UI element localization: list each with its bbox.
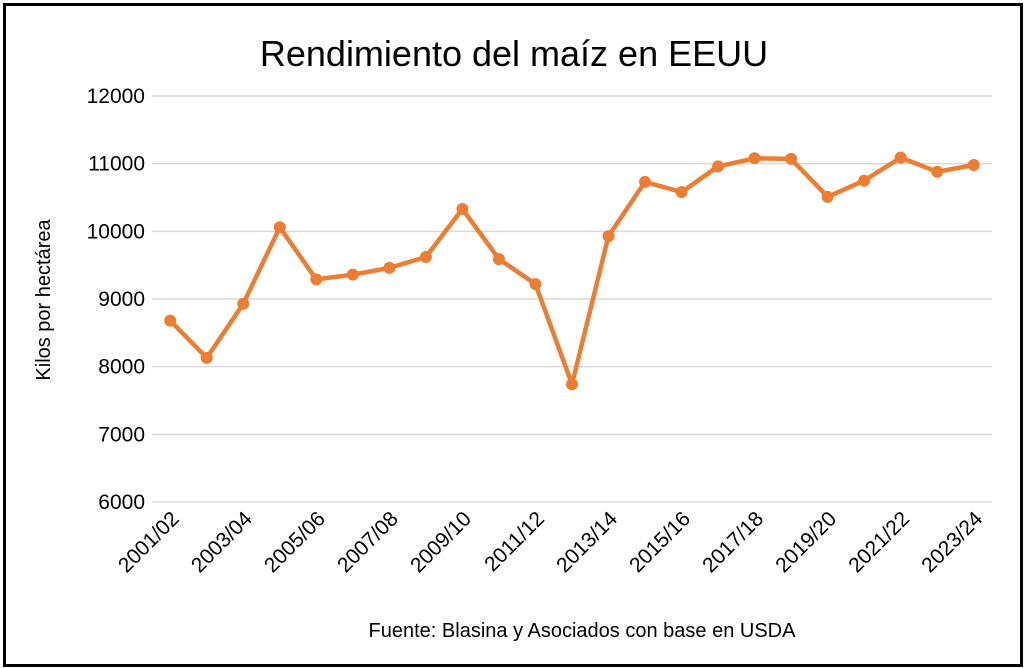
x-tick-label: 2003/04 [187,507,257,577]
x-tick-label: 2015/16 [625,507,695,577]
data-point [346,268,359,281]
source-note: Fuente: Blasina y Asociados con base en … [369,620,797,642]
data-point [164,314,177,327]
chart-title: Rendimiento del maíz en EEUU [260,33,768,74]
y-tick-label: 9000 [98,288,145,311]
x-tick-label: 2021/22 [844,507,914,577]
x-tick-label: 2007/08 [333,507,403,577]
x-tick-label: 2023/24 [917,507,987,577]
y-tick-label: 10000 [87,220,145,243]
data-point [675,186,688,199]
data-point [821,190,834,203]
y-tick-label: 6000 [98,491,145,514]
data-point [785,152,798,165]
y-axis-ticks: 6000 7000 8000 9000 10000 11000 12000 [87,85,145,514]
x-tick-label: 2017/18 [698,507,768,577]
data-point [273,221,286,234]
data-point [566,378,578,391]
data-point [602,230,615,243]
data-point [967,159,980,172]
x-tick-label: 2013/14 [552,507,622,577]
data-point [639,175,652,188]
x-axis-ticks: 2001/02 2003/04 2005/06 2007/08 2009/10 2011/… [114,507,988,577]
chart-frame [3,3,1023,667]
data-point [383,261,396,274]
data-point [529,278,542,291]
data-point [310,273,323,286]
gridlines [152,95,992,503]
data-point [931,165,944,178]
y-tick-label: 7000 [98,423,145,446]
x-tick-label: 2011/12 [480,507,549,576]
data-point [712,160,725,173]
data-point [419,251,432,264]
data-point [858,174,871,187]
data-point [492,253,505,266]
data-point [237,297,250,310]
data-point [748,152,761,165]
data-point [456,203,469,216]
data-point [894,151,907,164]
y-tick-label: 8000 [98,356,145,379]
y-tick-label: 11000 [88,153,145,176]
data-point [200,351,213,364]
x-tick-label: 2005/06 [260,507,330,577]
x-tick-label: 2001/02 [114,507,184,577]
series-line [168,155,976,387]
y-axis-label: Kilos por hectárea [33,219,55,381]
y-tick-label: 12000 [87,85,145,108]
x-tick-label: 2019/20 [771,507,841,577]
x-tick-label: 2009/10 [406,507,476,577]
series-group [164,151,980,391]
